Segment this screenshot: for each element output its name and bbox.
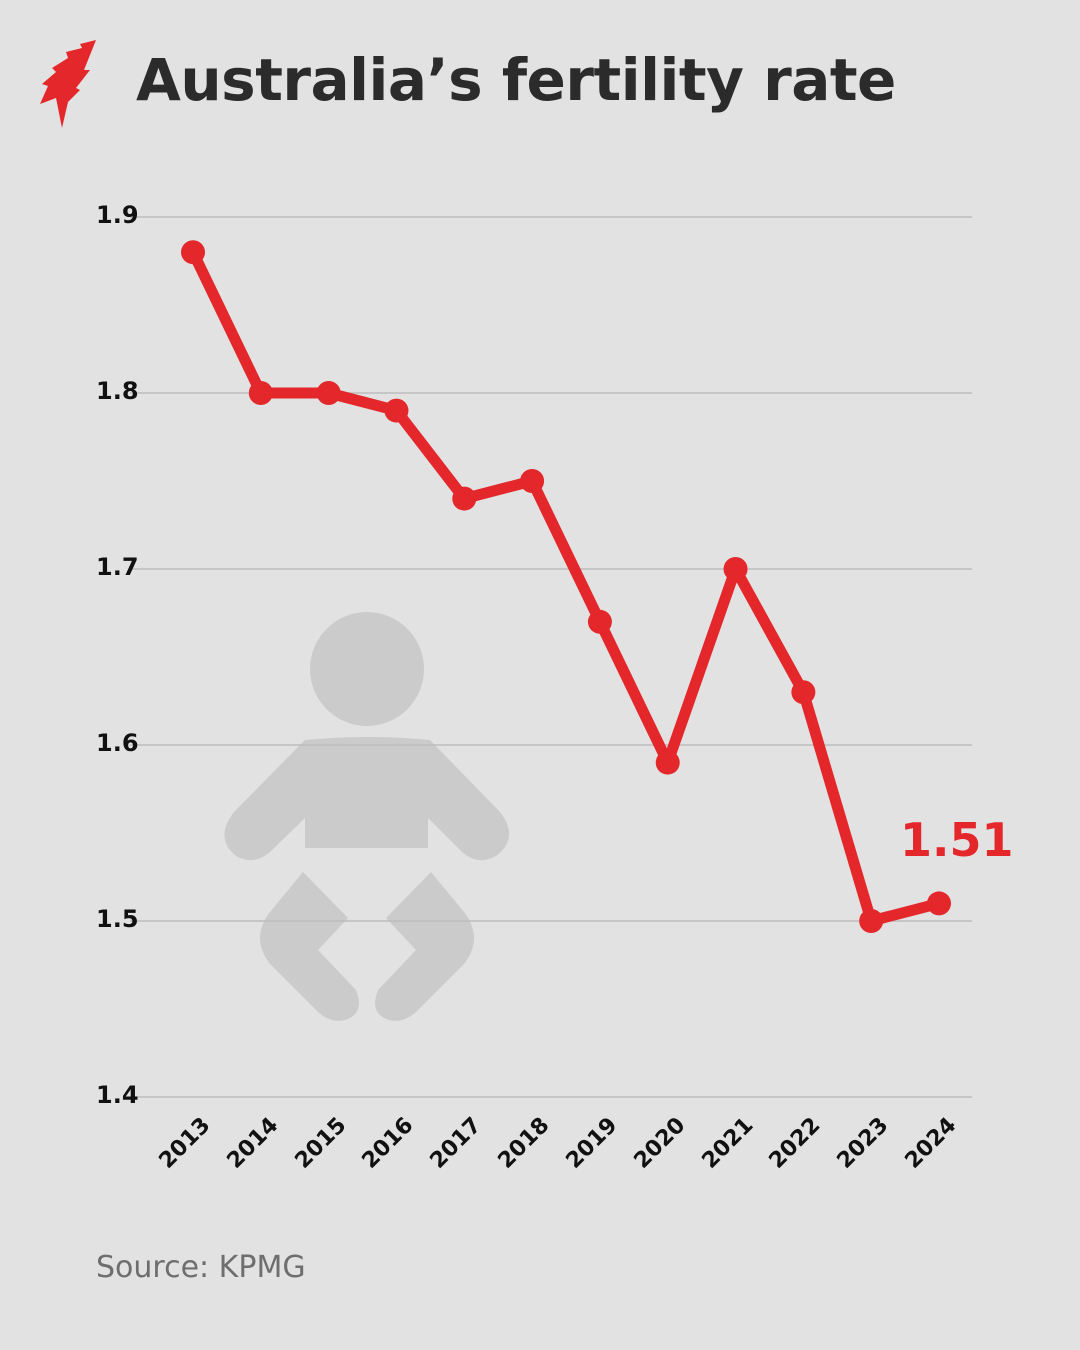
- chart-title: Australia’s fertility rate: [136, 46, 896, 114]
- y-tick-label: 1.7: [96, 553, 139, 581]
- data-point: [248, 381, 273, 405]
- data-point: [452, 486, 477, 511]
- y-tick-label: 1.6: [96, 729, 139, 757]
- data-point: [927, 891, 951, 916]
- data-point: [859, 909, 884, 933]
- data-point: [791, 680, 816, 705]
- data-point: [587, 609, 612, 634]
- y-tick-label: 1.4: [96, 1081, 139, 1109]
- data-points: [181, 240, 951, 933]
- data-point: [723, 557, 748, 581]
- baby-icon: [224, 612, 510, 1021]
- y-tick-label: 1.9: [96, 201, 139, 229]
- fertility-rate-line: [187, 246, 945, 927]
- data-point: [520, 469, 545, 493]
- y-tick-label: 1.8: [96, 377, 139, 405]
- data-point: [181, 240, 205, 265]
- data-point: [316, 381, 341, 405]
- gridlines: [130, 216, 972, 1098]
- source-note: Source: KPMG: [96, 1250, 306, 1285]
- data-point: [655, 750, 680, 775]
- data-point: [384, 398, 409, 423]
- sbs-logo-icon: [40, 40, 96, 128]
- latest-value-annotation: 1.51: [900, 813, 1014, 867]
- y-tick-label: 1.5: [96, 905, 139, 933]
